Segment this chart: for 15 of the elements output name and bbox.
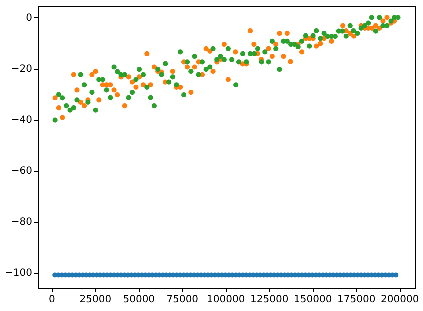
y-tick-label: −20 (11, 64, 32, 76)
x-tick-label: 150000 (294, 294, 332, 306)
x-tick-label: 0 (48, 294, 56, 306)
x-tick-label: 175000 (338, 294, 376, 306)
x-tick-label: 25000 (80, 294, 112, 306)
y-tick-label: −100 (5, 268, 32, 280)
y-tick-label: −60 (11, 166, 32, 178)
x-tick-label: 50000 (123, 294, 156, 306)
y-tick-label: 0 (26, 12, 32, 24)
y-tick-label: −80 (11, 217, 32, 228)
y-tick-label: −40 (11, 115, 32, 126)
x-tick-label: 100000 (207, 294, 246, 306)
x-tick-label: 75000 (166, 294, 199, 306)
x-tick-label: 200000 (381, 294, 420, 306)
x-tick-label: 125000 (250, 294, 289, 306)
